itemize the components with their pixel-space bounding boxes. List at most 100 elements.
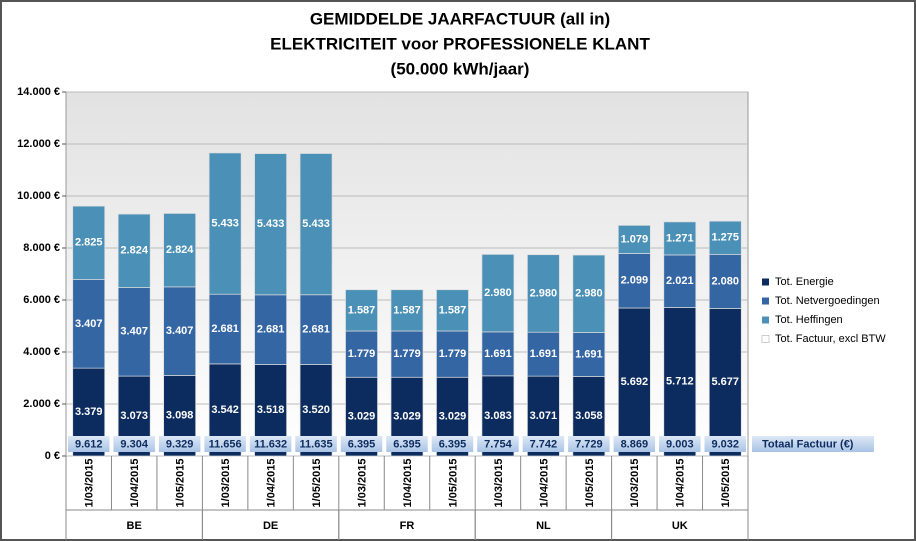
x-tick-label: 1/05/2015 — [584, 459, 596, 508]
total-box — [568, 436, 610, 452]
total-box — [477, 436, 519, 452]
value-label: 1.691 — [484, 348, 512, 360]
y-tick-label: 6.000 € — [23, 294, 60, 306]
x-tick-label: 1/03/2015 — [220, 459, 232, 508]
x-tick-label: 1/04/2015 — [402, 459, 414, 508]
x-tick-label: 1/04/2015 — [129, 459, 141, 508]
legend-marker — [762, 297, 769, 305]
value-label: 2.824 — [166, 244, 194, 256]
value-label: 5.433 — [302, 218, 330, 230]
legend-label: Tot. Heffingen — [775, 314, 843, 326]
total-box — [613, 436, 656, 452]
x-tick-label: 1/04/2015 — [538, 459, 550, 508]
x-tick-label: 1/05/2015 — [720, 459, 732, 508]
total-box — [158, 436, 201, 452]
total-label: 9.329 — [166, 438, 194, 450]
value-label: 3.071 — [530, 410, 558, 422]
total-box — [295, 436, 337, 452]
legend-label: Tot. Factuur, excl BTW — [775, 333, 886, 345]
value-label: 3.073 — [120, 410, 148, 422]
group-label: BE — [127, 520, 142, 532]
value-label: 2.021 — [666, 275, 694, 287]
value-label: 3.518 — [257, 404, 285, 416]
y-tick-label: 12.000 € — [17, 138, 60, 150]
bar-segment — [163, 213, 197, 288]
bar-segment — [617, 225, 651, 254]
value-label: 5.712 — [666, 376, 694, 388]
value-label: 3.083 — [484, 410, 512, 422]
x-tick-label: 1/03/2015 — [629, 459, 641, 508]
bar-segment — [663, 221, 697, 256]
value-label: 3.029 — [439, 411, 467, 423]
bar-segment — [572, 332, 606, 377]
total-box — [522, 436, 565, 452]
value-label: 3.029 — [393, 411, 421, 423]
total-label: 6.395 — [439, 438, 467, 450]
value-label: 5.433 — [257, 218, 285, 230]
bar-segment — [708, 220, 742, 255]
y-tick-label: 8.000 € — [23, 242, 60, 254]
value-label: 2.980 — [530, 287, 558, 299]
value-label: 3.520 — [302, 404, 330, 416]
total-box — [704, 436, 746, 452]
y-tick-label: 10.000 € — [17, 190, 60, 202]
value-label: 2.681 — [302, 324, 330, 336]
total-label: 9.032 — [712, 438, 740, 450]
value-label: 3.407 — [75, 318, 103, 330]
value-label: 1.779 — [348, 348, 376, 360]
bar-segment — [527, 254, 560, 333]
total-label: 8.869 — [621, 438, 649, 450]
legend-marker — [762, 316, 769, 324]
value-label: 3.407 — [166, 325, 194, 337]
chart-title: GEMIDDELDE JAARFACTUUR (all in) — [310, 9, 610, 28]
value-label: 3.098 — [166, 410, 194, 422]
bar-segment — [481, 331, 515, 377]
legend-marker — [762, 278, 769, 286]
legend-label: Tot. Energie — [775, 276, 834, 288]
value-label: 1.587 — [348, 304, 376, 316]
chart-subtitle: (50.000 kWh/jaar) — [391, 59, 530, 78]
bar-segment — [254, 294, 287, 365]
value-label: 2.980 — [484, 287, 512, 299]
bar-segment — [527, 331, 560, 377]
total-box — [68, 436, 110, 452]
value-label: 1.691 — [575, 348, 603, 360]
total-box — [386, 436, 428, 452]
total-label: 7.729 — [575, 438, 603, 450]
value-label: 2.099 — [621, 275, 649, 287]
total-box — [431, 436, 474, 452]
value-label: 1.779 — [393, 348, 421, 360]
value-label: 1.271 — [666, 232, 694, 244]
total-box — [204, 436, 246, 452]
x-tick-label: 1/05/2015 — [311, 459, 323, 508]
total-box — [340, 436, 383, 452]
total-label: 9.304 — [120, 438, 148, 450]
bar-segment — [72, 279, 106, 369]
total-row-label: Totaal Factuur (€) — [762, 438, 854, 450]
value-label: 5.692 — [621, 376, 649, 388]
y-tick-label: 2.000 € — [23, 398, 60, 410]
value-label: 1.587 — [439, 304, 467, 316]
group-label: FR — [400, 520, 415, 532]
bar-segment — [345, 289, 378, 332]
value-label: 3.379 — [75, 406, 103, 418]
group-label: DE — [263, 520, 278, 532]
bar-segment — [117, 213, 151, 288]
bar-segment — [208, 293, 242, 365]
group-label: NL — [536, 520, 551, 532]
value-label: 2.824 — [120, 245, 148, 257]
bar-segment — [163, 286, 197, 376]
x-tick-label: 1/04/2015 — [266, 459, 278, 508]
bar-segment — [299, 294, 333, 365]
x-tick-label: 1/05/2015 — [447, 459, 459, 508]
bar-segment — [390, 289, 424, 332]
chart-subtitle: ELEKTRICITEIT voor PROFESSIONELE KLANT — [270, 34, 650, 53]
value-label: 5.433 — [211, 217, 239, 229]
total-label: 7.754 — [484, 438, 512, 450]
total-label: 11.632 — [254, 438, 287, 450]
total-label: 11.656 — [209, 438, 242, 450]
bar-segment — [390, 330, 424, 378]
bar-segment — [708, 253, 742, 309]
total-label: 9.003 — [666, 438, 694, 450]
